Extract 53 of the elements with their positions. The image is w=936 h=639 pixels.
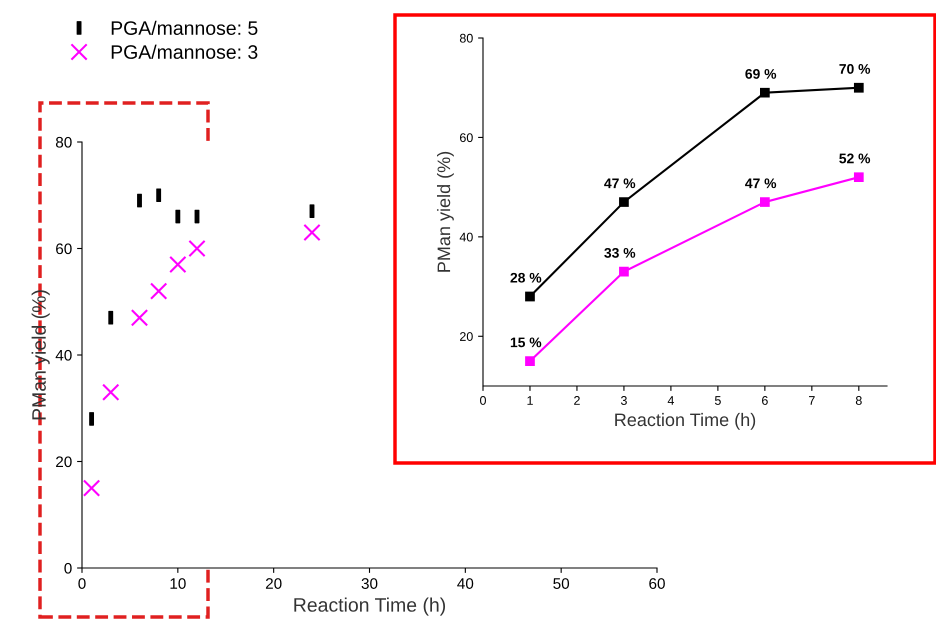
y-tick-label: 80 [460,34,473,43]
x-axis-title: Reaction Time (h) [294,598,446,616]
point [854,172,864,182]
point [854,82,864,93]
x-tick-label: 1 [527,396,533,405]
point [760,88,770,98]
x-tick-label: 10 [170,578,186,589]
point [525,356,535,366]
x-tick-label: 6 [762,396,768,405]
x-tick-label: 20 [266,578,282,589]
x-tick-label: 30 [362,578,378,589]
x-tick-label: 50 [553,578,570,589]
data-label: 52 % [839,154,870,164]
x-tick-label: 0 [480,396,486,405]
x-tick-label: 8 [856,396,862,405]
x-tick-label: 2 [574,396,580,405]
y-tick-label: 20 [56,456,72,468]
y-tick-label: 0 [64,562,72,574]
point [169,256,187,274]
data-label: 28 % [510,272,542,283]
x-axis-title: Reaction Time (h) [615,412,756,430]
x-tick-label: 3 [620,396,627,405]
point [130,309,148,326]
y-tick-label: 60 [56,243,72,254]
legend-label: PGA/mannose: 3 [112,44,258,59]
point [619,266,629,277]
data-label: 47 % [745,178,776,188]
x-tick-label: 5 [714,396,721,405]
point [303,224,321,242]
data-label: 69 % [745,68,776,79]
y-tick-label: 40 [56,350,72,361]
point [188,240,206,258]
data-label: 33 % [604,248,636,258]
point [102,384,120,401]
y-tick-label: 40 [460,232,473,242]
point [525,292,535,302]
y-axis-title: PMan yield (%) [32,290,50,420]
legend-label: PGA/mannose: 5 [112,20,258,35]
x-tick-label: 4 [668,396,674,405]
data-label: 15 % [510,337,542,348]
x-tick-label: 60 [649,578,665,589]
y-tick-label: 20 [460,332,473,341]
y-axis-title: PMan yield (%) [436,152,454,272]
y-tick-label: 80 [56,136,72,148]
point [619,197,629,207]
point [760,197,770,207]
point [150,282,168,300]
x-tick-label: 0 [78,578,86,589]
y-tick-label: 60 [460,133,473,142]
data-label: 70 % [839,64,870,74]
x-tick-label: 7 [809,396,815,405]
data-label: 47 % [604,178,636,188]
point [82,479,100,497]
